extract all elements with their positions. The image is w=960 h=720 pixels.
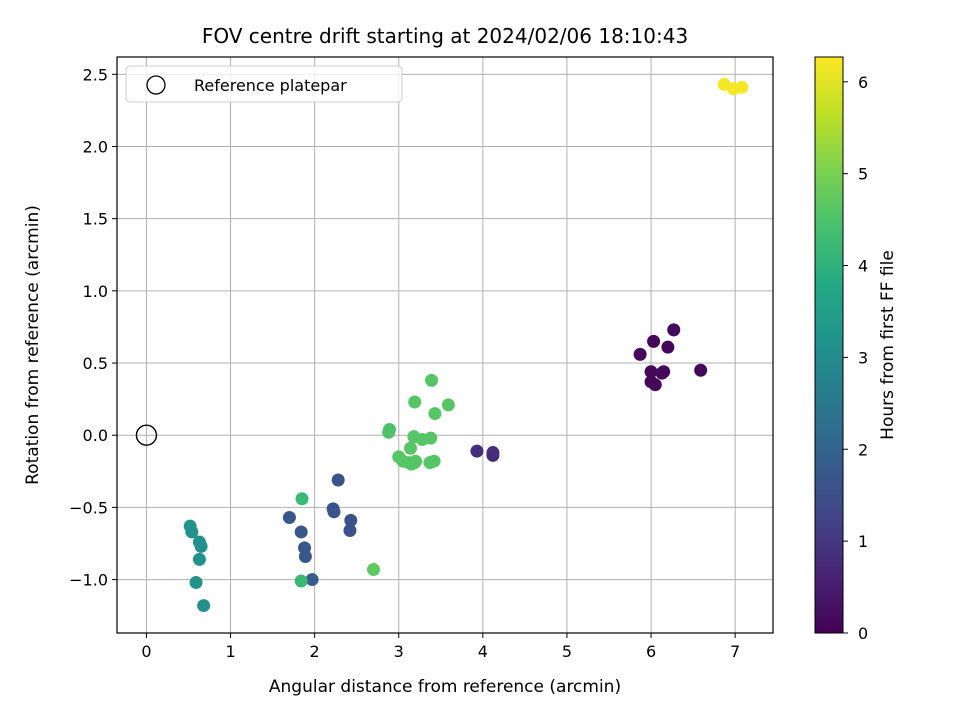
- scatter-point: [298, 549, 312, 563]
- scatter-point: [294, 574, 308, 588]
- x-tick-label: 7: [730, 642, 740, 661]
- x-tick-label: 4: [478, 642, 488, 661]
- colorbar-tick-label: 4: [858, 257, 868, 276]
- legend-box: [125, 65, 403, 103]
- scatter-point: [735, 80, 749, 94]
- y-axis-label: Rotation from reference (arcmin): [23, 205, 43, 485]
- y-tick-label: 1.5: [83, 210, 108, 229]
- x-tick-label: 6: [646, 642, 656, 661]
- reference-marker-group: [135, 424, 158, 446]
- scatter-point: [441, 398, 455, 412]
- colorbar-tick-label: 2: [858, 440, 868, 459]
- scatter-point: [647, 334, 661, 348]
- scatter-point: [661, 340, 675, 354]
- scatter-point: [408, 395, 422, 409]
- legend-entry-label: Reference platepar: [194, 76, 347, 95]
- plot-frame: [116, 56, 774, 634]
- scatter-point: [644, 365, 658, 379]
- scatter-point: [343, 524, 357, 538]
- scatter-point: [197, 599, 211, 613]
- colorbar-ticks: 0 1 2 3 4 5 6: [843, 73, 868, 643]
- scatter-point: [331, 473, 345, 487]
- scatter-point: [427, 454, 441, 468]
- y-tick-label: 1.0: [83, 282, 108, 301]
- colorbar-tick-label: 0: [858, 624, 868, 643]
- y-tick-label: 2.0: [83, 138, 108, 157]
- x-tick-label: 5: [562, 642, 572, 661]
- scatter-point: [305, 573, 319, 587]
- reference-platepar-marker: [135, 424, 158, 446]
- colorbar-tick-label: 6: [858, 73, 868, 92]
- x-tick-label: 3: [394, 642, 404, 661]
- colorbar-tick-label: 3: [858, 348, 868, 367]
- scatter-point: [428, 407, 442, 421]
- scatter-point: [470, 444, 484, 458]
- scatter-point: [344, 513, 358, 527]
- scatter-point: [425, 373, 439, 387]
- x-tick-label: 1: [225, 642, 235, 661]
- y-tick-label: −0.5: [69, 498, 108, 517]
- scatter-point: [295, 492, 309, 506]
- colorbar-tick-label: 1: [858, 532, 868, 551]
- scatter-point: [667, 323, 681, 337]
- scatter-point: [486, 448, 500, 462]
- legend: Reference platepar: [125, 65, 403, 103]
- colorbar: [814, 56, 844, 634]
- scatter-point: [367, 562, 381, 576]
- y-tick-label: 0.0: [83, 426, 108, 445]
- y-tick-label: 2.5: [83, 65, 108, 84]
- scatter-point: [657, 365, 671, 379]
- x-tick-label: 2: [310, 642, 320, 661]
- colorbar-label: Hours from first FF file: [878, 250, 898, 440]
- scatter-point: [382, 425, 396, 439]
- data-points: [183, 77, 749, 613]
- scatter-point: [282, 511, 296, 525]
- scatter-point: [185, 525, 199, 539]
- x-tick-label: 0: [141, 642, 151, 661]
- y-tick-label: 0.5: [83, 354, 108, 373]
- scatter-point: [408, 456, 422, 470]
- grid-lines: [117, 57, 773, 633]
- scatter-point: [327, 505, 341, 519]
- scatter-point: [694, 363, 708, 377]
- scatter-point: [294, 525, 308, 539]
- legend-reference-marker: [146, 75, 166, 95]
- scatter-point: [633, 347, 647, 361]
- scatter-point: [424, 431, 438, 445]
- colorbar-tick-label: 5: [858, 165, 868, 184]
- scatter-point: [648, 378, 662, 392]
- x-axis-ticks: 0 1 2 3 4 5 6 7: [141, 633, 740, 661]
- scatter-point: [192, 552, 206, 566]
- y-axis-ticks: −1.0 −0.5 0.0 0.5 1.0 1.5 2.0 2.5: [69, 65, 117, 590]
- x-axis-label: Angular distance from reference (arcmin): [269, 677, 621, 697]
- y-tick-label: −1.0: [69, 571, 108, 590]
- scatter-point: [404, 441, 418, 455]
- scatter-point: [194, 539, 208, 553]
- scatter-point: [189, 575, 203, 589]
- chart-title: FOV centre drift starting at 2024/02/06 …: [202, 24, 688, 48]
